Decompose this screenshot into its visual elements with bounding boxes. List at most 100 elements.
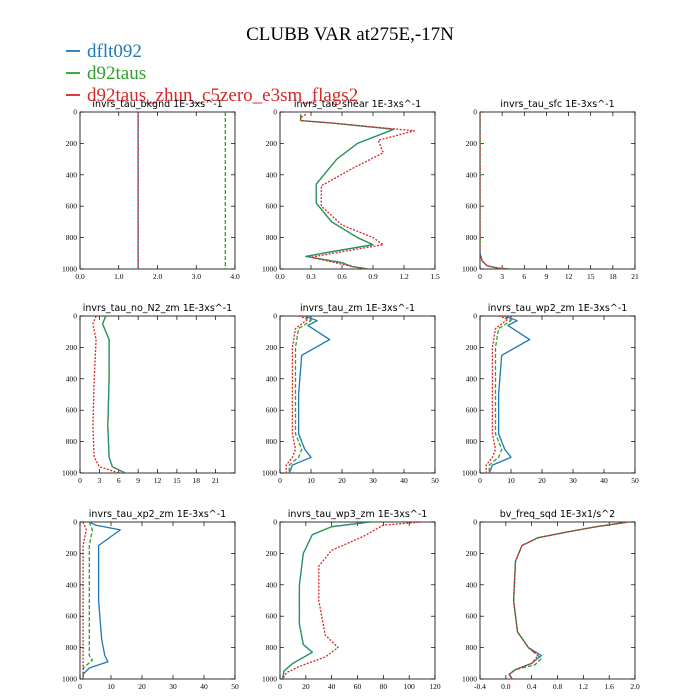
x-tick-label: 40 bbox=[200, 682, 208, 691]
x-tick-label: 6 bbox=[522, 272, 526, 281]
panel-title: bv_freq_sqd 1E-3x1/s^2 bbox=[500, 509, 615, 520]
y-tick-label: 800 bbox=[466, 233, 478, 242]
x-tick-label: 10 bbox=[507, 476, 515, 485]
legend-label-d92taus_zhun_c5zero_e3sm_flags2: d92taus_zhun_c5zero_e3sm_flags2 bbox=[87, 85, 358, 106]
plot-frame bbox=[79, 521, 236, 680]
y-tick-label: 200 bbox=[466, 343, 478, 352]
x-tick-label: 30 bbox=[369, 476, 377, 485]
y-tick-label: 200 bbox=[466, 549, 478, 558]
series-line-d92taus_zhun_c5zero_e3sm_flags2 bbox=[282, 522, 423, 679]
x-tick-label: 10 bbox=[307, 476, 315, 485]
x-tick-label: 1.0 bbox=[114, 272, 124, 281]
x-tick-label: 0.6 bbox=[337, 272, 347, 281]
x-tick-label: 3.0 bbox=[192, 272, 202, 281]
y-tick-label: 1000 bbox=[62, 265, 77, 274]
y-tick-label: 1000 bbox=[262, 265, 277, 274]
series-line-dflt092 bbox=[101, 316, 126, 473]
y-tick-label: 200 bbox=[66, 139, 78, 148]
series-line-d92taus bbox=[101, 316, 126, 473]
x-tick-label: 15 bbox=[587, 272, 595, 281]
plot-frame bbox=[279, 521, 436, 680]
x-tick-label: 1.5 bbox=[430, 272, 440, 281]
series-line-dflt092 bbox=[82, 522, 121, 679]
plot-frame bbox=[279, 111, 436, 270]
x-tick-label: 2.0 bbox=[630, 682, 640, 691]
x-tick-label: 20 bbox=[138, 682, 146, 691]
y-tick-label: 600 bbox=[266, 406, 278, 415]
x-tick-label: 4.0 bbox=[230, 272, 240, 281]
x-tick-label: 20 bbox=[302, 682, 310, 691]
panel-title: invrs_tau_bkgnd 1E-3xs^-1 bbox=[92, 99, 222, 110]
x-tick-label: 0.0 bbox=[75, 272, 85, 281]
series-line-dflt092 bbox=[508, 522, 629, 679]
y-tick-label: 400 bbox=[66, 374, 78, 383]
x-tick-label: 1.6 bbox=[604, 682, 614, 691]
panel-title: invrs_tau_wp3_zm 1E-3xs^-1 bbox=[288, 509, 428, 520]
panel-title: invrs_tau_no_N2_zm 1E-3xs^-1 bbox=[83, 303, 232, 314]
y-tick-label: 800 bbox=[266, 233, 278, 242]
y-tick-label: 400 bbox=[466, 580, 478, 589]
series-line-d92taus bbox=[508, 522, 629, 679]
x-tick-label: 9 bbox=[545, 272, 549, 281]
panel-9: bv_freq_sqd 1E-3x1/s^2 0 200 400 600 800 1000-… bbox=[462, 509, 640, 691]
panel-1: invrs_tau_bkgnd 1E-3xs^-1 0 200 400 600 800 10… bbox=[62, 99, 240, 281]
series-line-d92taus bbox=[480, 112, 510, 269]
y-tick-label: 1000 bbox=[262, 469, 277, 478]
plot-frame bbox=[479, 521, 636, 680]
x-tick-label: 0 bbox=[78, 682, 82, 691]
plot-frame bbox=[479, 315, 636, 474]
y-tick-label: 400 bbox=[266, 374, 278, 383]
series-line-d92taus bbox=[488, 316, 512, 473]
panel-title: invrs_tau_xp2_zm 1E-3xs^-1 bbox=[89, 509, 226, 520]
y-tick-label: 800 bbox=[266, 643, 278, 652]
x-tick-label: 2.0 bbox=[153, 272, 163, 281]
x-tick-label: 0.9 bbox=[368, 272, 378, 281]
x-tick-label: 30 bbox=[169, 682, 177, 691]
x-tick-label: 120 bbox=[429, 682, 441, 691]
y-tick-label: 1000 bbox=[462, 675, 477, 684]
panel-7: invrs_tau_xp2_zm 1E-3xs^-102004006008001… bbox=[62, 509, 239, 691]
y-tick-label: 400 bbox=[66, 170, 78, 179]
y-tick-label: 800 bbox=[66, 643, 78, 652]
panel-3: invrs_tau_sfc 1E-3xs^-1 0 200 400 600 800 1000… bbox=[462, 99, 639, 281]
x-tick-label: 0 bbox=[478, 272, 482, 281]
series-line-d92taus_zhun_c5zero_e3sm_flags2 bbox=[92, 316, 120, 473]
x-tick-label: 0 bbox=[478, 476, 482, 485]
y-tick-label: 1000 bbox=[462, 469, 477, 478]
series-line-d92taus bbox=[300, 114, 395, 269]
y-tick-label: 600 bbox=[466, 202, 478, 211]
y-tick-label: 400 bbox=[466, 170, 478, 179]
x-tick-label: 21 bbox=[212, 476, 220, 485]
panels: invrs_tau_bkgnd 1E-3xs^-1020040060080010… bbox=[62, 99, 640, 691]
series-line-d92taus_zhun_c5zero_e3sm_flags2 bbox=[300, 113, 415, 269]
y-tick-label: 600 bbox=[66, 406, 78, 415]
y-tick-label: 800 bbox=[466, 643, 478, 652]
y-tick-label: 0 bbox=[73, 108, 77, 117]
y-tick-label: 1000 bbox=[62, 675, 77, 684]
series-line-d92taus bbox=[281, 522, 371, 679]
panel-6: invrs_tau_wp2_zm 1E-3xs^-102004006008001… bbox=[462, 303, 639, 485]
x-tick-label: 20 bbox=[338, 476, 346, 485]
y-tick-label: 600 bbox=[66, 612, 78, 621]
series-line-d92taus bbox=[288, 316, 312, 473]
y-tick-label: 0 bbox=[473, 312, 477, 321]
legend: dflt092d92tausd92taus_zhun_c5zero_e3sm_f… bbox=[66, 41, 358, 106]
panel-4: invrs_tau_no_N2_zm 1E-3xs^-1 0 200 400 600 80… bbox=[62, 303, 236, 485]
y-tick-label: 200 bbox=[266, 549, 278, 558]
x-tick-label: 18 bbox=[193, 476, 201, 485]
y-tick-label: 800 bbox=[466, 437, 478, 446]
y-tick-label: 800 bbox=[66, 437, 78, 446]
y-tick-label: 400 bbox=[466, 374, 478, 383]
series-line-d92taus_zhun_c5zero_e3sm_flags2 bbox=[508, 522, 629, 679]
panel-8: invrs_tau_wp3_zm 1E-3xs^-102004006008001… bbox=[262, 509, 441, 691]
x-tick-label: 0 bbox=[78, 476, 82, 485]
x-tick-label: 30 bbox=[569, 476, 577, 485]
y-tick-label: 800 bbox=[66, 233, 78, 242]
series-line-dflt092 bbox=[300, 114, 395, 269]
x-tick-label: 0.0 bbox=[501, 682, 511, 691]
y-tick-label: 200 bbox=[66, 343, 78, 352]
plot-frame bbox=[79, 111, 236, 270]
y-tick-label: 200 bbox=[266, 343, 278, 352]
x-tick-label: 50 bbox=[431, 476, 439, 485]
